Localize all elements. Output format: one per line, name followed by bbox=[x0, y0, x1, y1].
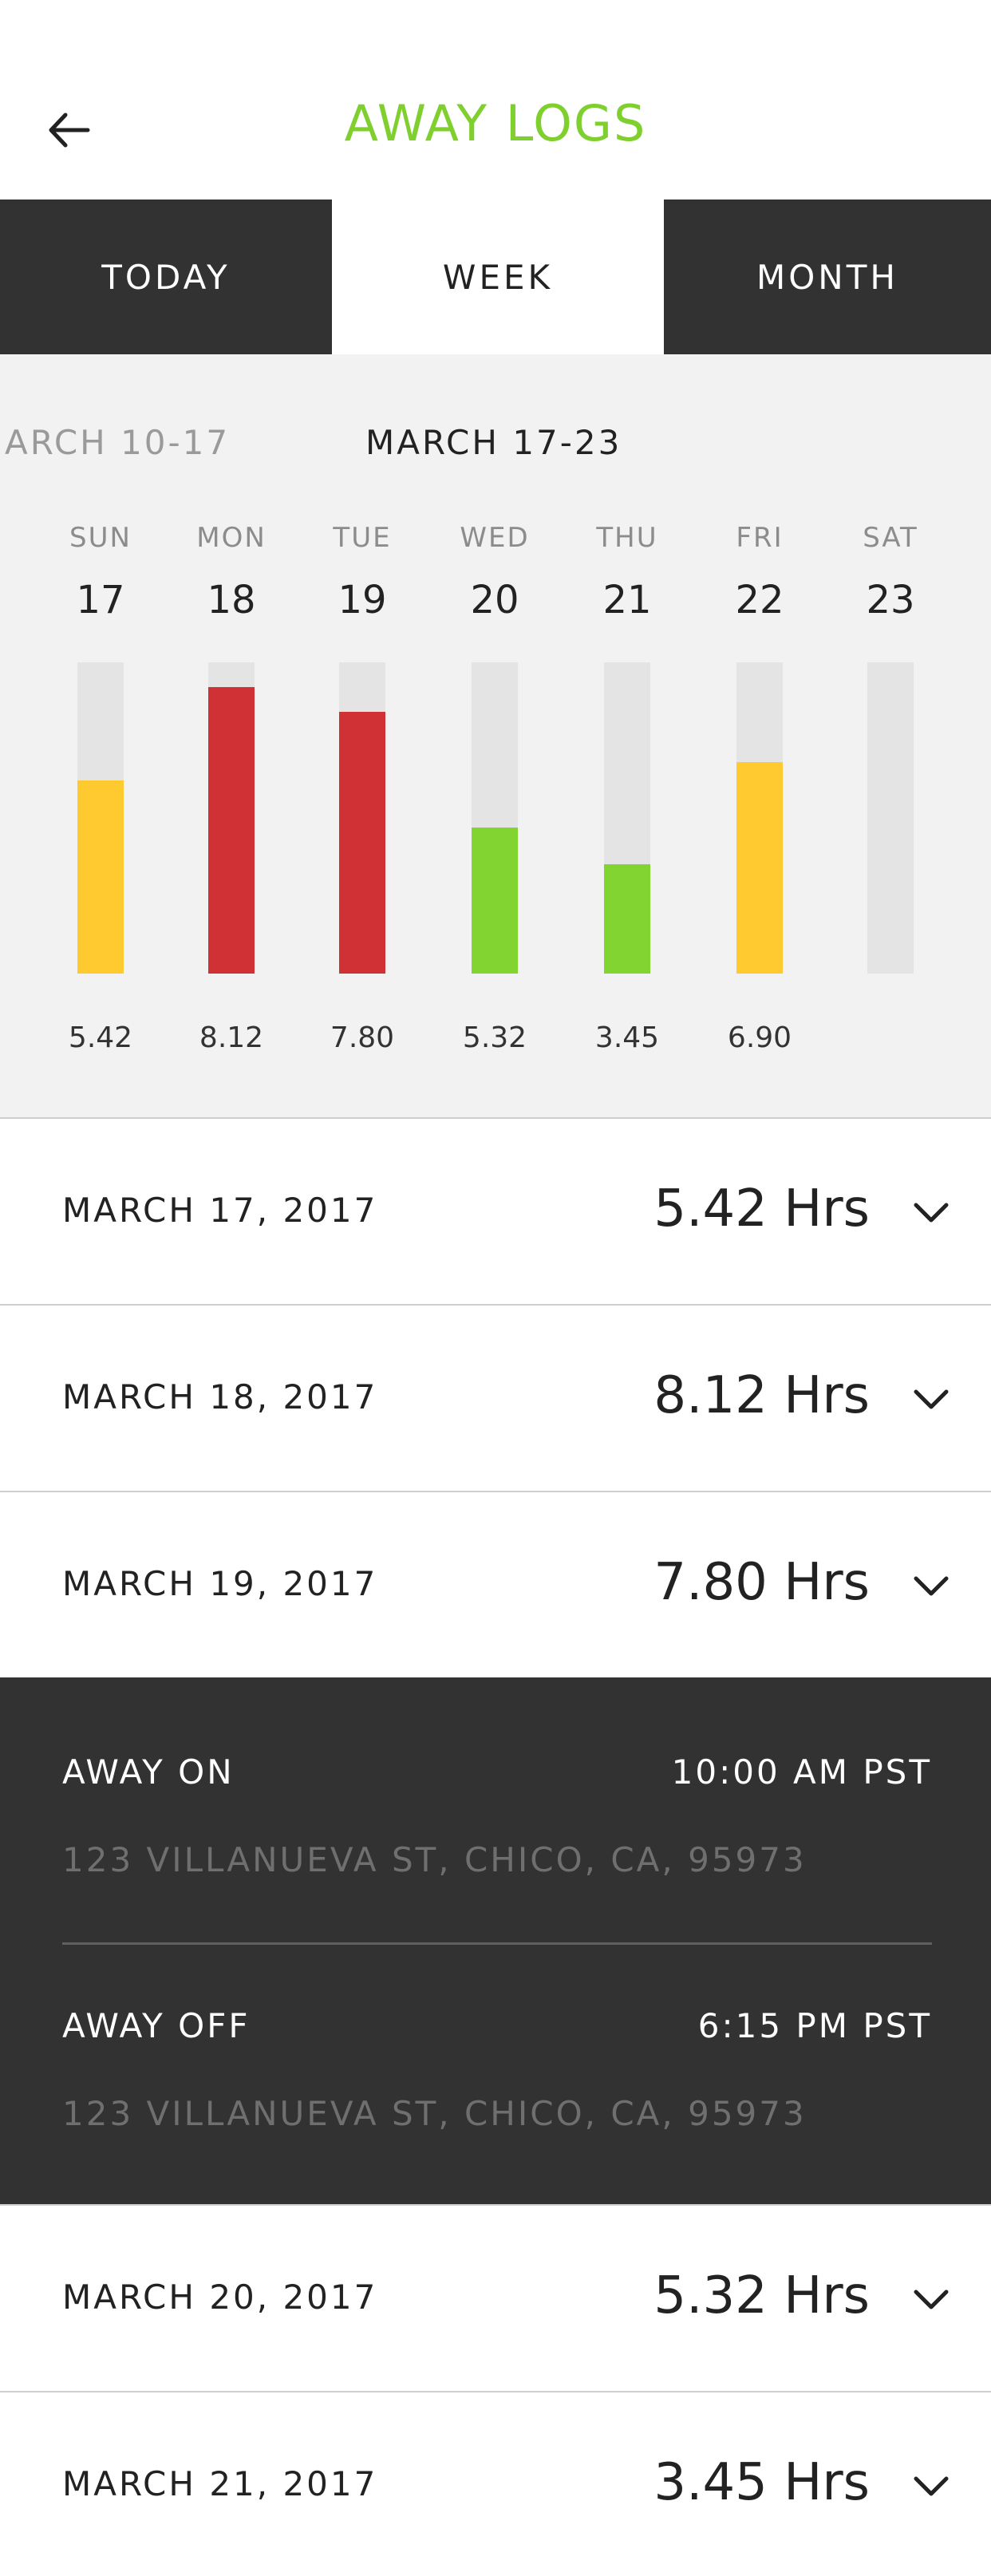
log-detail-panel: AWAY ON 10:00 AM PST 123 VILLANUEVA ST, … bbox=[0, 1677, 991, 2204]
log-hours: 8.12 Hrs bbox=[653, 1366, 870, 1425]
log-row[interactable]: MARCH 20, 2017 5.32 Hrs bbox=[0, 2204, 991, 2391]
day-name-tue: TUE bbox=[333, 522, 392, 554]
day-name-fri: FRI bbox=[736, 522, 784, 554]
tab-week[interactable]: WEEK bbox=[332, 200, 664, 354]
log-date: MARCH 20, 2017 bbox=[62, 2278, 378, 2317]
log-date: MARCH 21, 2017 bbox=[62, 2464, 378, 2503]
bar-value-label: 8.12 bbox=[199, 1021, 264, 1054]
bar-track[interactable] bbox=[604, 662, 650, 974]
tab-month[interactable]: MONTH bbox=[756, 257, 898, 297]
log-row[interactable]: MARCH 21, 2017 3.45 Hrs bbox=[0, 2391, 991, 2576]
day-number: 22 bbox=[735, 578, 784, 622]
log-row[interactable]: MARCH 18, 2017 8.12 Hrs bbox=[0, 1304, 991, 1491]
chevron-down-icon[interactable] bbox=[905, 1186, 957, 1239]
away-off-address: 123 VILLANUEVA ST, CHICO, CA, 95973 bbox=[62, 2094, 807, 2133]
day-name-mon: MON bbox=[196, 522, 267, 554]
bar-track[interactable] bbox=[736, 662, 783, 974]
log-row[interactable]: MARCH 19, 2017 7.80 Hrs bbox=[0, 1491, 991, 1677]
bar-track[interactable] bbox=[77, 662, 124, 974]
log-date: MARCH 17, 2017 bbox=[62, 1191, 378, 1230]
bar-track[interactable] bbox=[867, 662, 914, 974]
bar-track[interactable] bbox=[208, 662, 255, 974]
week-chart-panel: ARCH 10-17 MARCH 17-23 SUN 17 5.42 MON 18 8.1… bbox=[0, 354, 991, 1117]
bar-fill bbox=[604, 864, 650, 974]
bar-fill bbox=[736, 762, 783, 974]
current-week-range: MARCH 17-23 bbox=[365, 423, 622, 462]
away-on-time: 10:00 AM PST bbox=[671, 1752, 932, 1792]
day-number: 23 bbox=[866, 578, 915, 622]
log-row[interactable]: MARCH 17, 2017 5.42 Hrs bbox=[0, 1117, 991, 1304]
day-number: 18 bbox=[207, 578, 256, 622]
bar-track[interactable] bbox=[472, 662, 518, 974]
away-on-label: AWAY ON bbox=[62, 1752, 235, 1792]
range-tabs: TODAY WEEK MONTH bbox=[0, 200, 991, 354]
app-header: AWAY LOGS bbox=[0, 0, 991, 200]
day-name-sat: SAT bbox=[863, 522, 918, 554]
day-number: 19 bbox=[338, 578, 387, 622]
bar-track[interactable] bbox=[339, 662, 385, 974]
bar-value-label: 6.90 bbox=[727, 1021, 792, 1054]
bar-fill bbox=[339, 712, 385, 974]
previous-week-range[interactable]: ARCH 10-17 bbox=[5, 423, 231, 462]
log-date: MARCH 19, 2017 bbox=[62, 1564, 378, 1603]
chevron-down-icon[interactable] bbox=[905, 2459, 957, 2512]
bar-fill bbox=[208, 687, 255, 974]
log-date: MARCH 18, 2017 bbox=[62, 1377, 378, 1416]
day-name-sun: SUN bbox=[69, 522, 132, 554]
tab-today[interactable]: TODAY bbox=[101, 257, 231, 297]
day-name-wed: WED bbox=[460, 522, 530, 554]
bar-fill bbox=[77, 780, 124, 974]
detail-divider bbox=[62, 1942, 932, 1945]
away-on-address: 123 VILLANUEVA ST, CHICO, CA, 95973 bbox=[62, 1840, 807, 1879]
log-hours: 3.45 Hrs bbox=[653, 2453, 870, 2512]
bar-value-label: 3.45 bbox=[594, 1021, 660, 1054]
chevron-down-icon[interactable] bbox=[905, 2273, 957, 2325]
log-hours: 5.32 Hrs bbox=[653, 2266, 870, 2325]
away-off-label: AWAY OFF bbox=[62, 2006, 251, 2045]
log-hours: 5.42 Hrs bbox=[653, 1179, 870, 1239]
bar-value-label: 7.80 bbox=[330, 1021, 395, 1054]
arrow-left-icon[interactable] bbox=[41, 102, 97, 158]
day-name-thu: THU bbox=[596, 522, 658, 554]
chevron-down-icon[interactable] bbox=[905, 1373, 957, 1425]
log-hours: 7.80 Hrs bbox=[653, 1553, 870, 1612]
chevron-down-icon[interactable] bbox=[905, 1559, 957, 1612]
away-off-time: 6:15 PM PST bbox=[697, 2006, 932, 2045]
bar-value-label: 5.42 bbox=[68, 1021, 133, 1054]
bar-value-label: 5.32 bbox=[462, 1021, 527, 1054]
page-title: AWAY LOGS bbox=[344, 94, 647, 152]
day-number: 20 bbox=[470, 578, 519, 622]
day-number: 17 bbox=[76, 578, 125, 622]
day-number: 21 bbox=[602, 578, 652, 622]
bar-fill bbox=[472, 828, 518, 974]
